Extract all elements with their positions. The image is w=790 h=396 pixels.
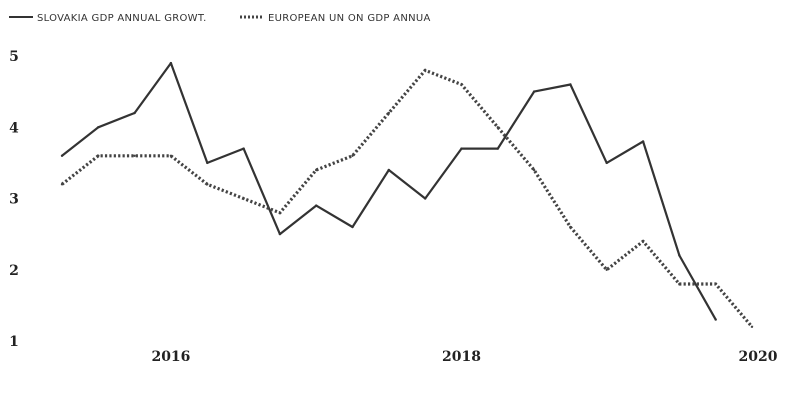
data-point-eu: [60, 183, 64, 186]
series-line-slovakia: [61, 62, 717, 321]
y-tick-label: 3: [9, 192, 19, 208]
legend-label-eu: EUROPEAN UN ON GDP ANNUA: [268, 13, 431, 24]
y-tick-label: 2: [9, 263, 19, 279]
data-point-eu: [351, 154, 354, 157]
data-point-eu: [569, 225, 572, 229]
data-point-slovakia: [678, 254, 681, 257]
data-point-slovakia: [278, 232, 282, 236]
data-point-eu: [678, 282, 681, 286]
data-point-slovakia: [532, 90, 536, 93]
data-point-slovakia: [496, 147, 499, 150]
data-point-slovakia: [714, 318, 717, 321]
y-axis: 5 4 3 2 1: [9, 49, 19, 350]
x-tick-label: 2020: [739, 349, 778, 365]
y-tick-label: 4: [9, 120, 19, 136]
data-point-slovakia: [424, 197, 427, 200]
data-point-eu: [242, 197, 245, 200]
data-point-slovakia: [641, 140, 645, 143]
data-point-slovakia: [387, 168, 390, 172]
data-point-eu: [133, 154, 136, 157]
series-line-eu: [61, 68, 754, 328]
y-tick-label: 5: [9, 49, 19, 65]
data-point-slovakia: [206, 161, 209, 165]
data-point-slovakia: [242, 147, 245, 150]
x-tick-label: 2016: [151, 349, 190, 365]
series-group: [60, 61, 754, 328]
data-point-eu: [496, 126, 499, 129]
data-point-eu: [605, 268, 608, 271]
x-axis: 2016 2018 2020: [151, 349, 777, 365]
legend-label-slovakia: SLOVAKIA GDP ANNUAL GROWT.: [37, 13, 207, 24]
data-point-slovakia: [460, 147, 463, 150]
data-point-eu: [278, 211, 282, 214]
data-point-slovakia: [97, 126, 100, 129]
data-point-eu: [750, 325, 754, 328]
data-point-eu: [532, 168, 536, 172]
data-point-eu: [206, 183, 209, 186]
data-point-eu: [714, 282, 717, 286]
data-point-slovakia: [569, 83, 572, 86]
y-tick-label: 1: [9, 334, 19, 350]
data-point-slovakia: [315, 204, 318, 207]
data-point-slovakia: [60, 154, 64, 157]
data-point-slovakia: [351, 225, 354, 229]
data-point-eu: [641, 240, 645, 243]
chart-legend: SLOVAKIA GDP ANNUAL GROWT. EUROPEAN UN O…: [9, 13, 431, 24]
data-point-eu: [169, 154, 173, 157]
data-point-eu: [315, 168, 318, 172]
data-point-eu: [387, 111, 390, 115]
x-tick-label: 2018: [442, 349, 481, 365]
data-point-eu: [424, 69, 427, 72]
data-point-slovakia: [133, 111, 136, 115]
data-point-slovakia: [169, 61, 173, 65]
data-point-eu: [97, 154, 100, 157]
data-point-slovakia: [605, 161, 608, 165]
data-point-eu: [460, 83, 463, 86]
